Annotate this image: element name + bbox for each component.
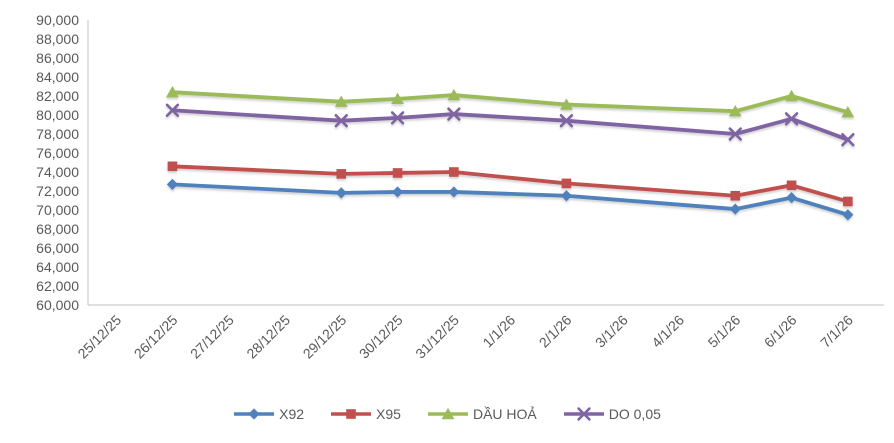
- legend-label: X95: [376, 406, 401, 422]
- x-tick-label: 27/12/25: [187, 312, 237, 362]
- y-tick-label: 72,000: [36, 183, 79, 199]
- x-tick-label: 29/12/25: [300, 312, 350, 362]
- x-tick-label: 28/12/25: [243, 312, 293, 362]
- x-tick-label: 5/1/26: [705, 312, 744, 351]
- series-x95: [167, 161, 853, 207]
- x-tick-label: 26/12/25: [131, 312, 181, 362]
- y-tick-label: 68,000: [36, 221, 79, 237]
- legend-item-x95: X95: [330, 406, 401, 422]
- x-tick-label: 7/1/26: [817, 312, 856, 351]
- x-tick-label: 1/1/26: [479, 312, 518, 351]
- x-tick-label: 2/1/26: [536, 312, 575, 351]
- series-do-0-05: [165, 103, 855, 147]
- y-tick-label: 88,000: [36, 31, 79, 47]
- x-tick-label: 3/1/26: [592, 312, 631, 351]
- y-tick-label: 66,000: [36, 240, 79, 256]
- y-axis-labels: 60,000 62,000 64,000 66,000 68,000 70,000 72,0…: [36, 12, 79, 313]
- series-dau-hoa: [166, 86, 855, 118]
- y-tick-label: 70,000: [36, 202, 79, 218]
- series-x92: [166, 178, 854, 221]
- legend-label: DẦU HOẢ: [472, 406, 537, 422]
- x92-marker-icon: [234, 408, 275, 420]
- y-tick-label: 76,000: [36, 145, 79, 161]
- dau-hoa-marker-icon: [427, 407, 468, 420]
- x-tick-label: 6/1/26: [761, 312, 800, 351]
- y-tick-label: 78,000: [36, 126, 79, 142]
- y-tick-label: 60,000: [36, 297, 79, 313]
- y-tick-label: 82,000: [36, 88, 79, 104]
- x95-marker-icon: [331, 409, 372, 419]
- legend-item-do-0-05: DO 0,05: [563, 406, 661, 422]
- do-0-05-marker-icon: [563, 407, 604, 421]
- y-tick-label: 86,000: [36, 50, 79, 66]
- y-tick-label: 80,000: [36, 107, 79, 123]
- axes: [87, 20, 884, 306]
- y-tick-label: 64,000: [36, 259, 79, 275]
- x-tick-label: 25/12/25: [74, 312, 124, 362]
- y-tick-label: 74,000: [36, 164, 79, 180]
- x-axis-labels: 25/12/25 26/12/25 27/12/25 28/12/25 29/12/25…: [74, 312, 856, 362]
- chart-legend: X92 X95 DẦU HOẢ DO 0,05: [0, 398, 894, 430]
- legend-label: X92: [279, 406, 305, 422]
- legend-item-x92: X92: [233, 406, 304, 422]
- legend-item-dau-hoa: DẦU HOẢ: [427, 406, 537, 422]
- y-tick-label: 84,000: [36, 69, 79, 85]
- x-tick-label: 31/12/25: [412, 312, 462, 362]
- legend-label: DO 0,05: [608, 406, 661, 422]
- x-tick-label: 30/12/25: [356, 312, 406, 362]
- y-tick-label: 90,000: [36, 12, 79, 28]
- x-tick-label: 4/1/26: [648, 312, 687, 351]
- y-tick-label: 62,000: [36, 278, 79, 294]
